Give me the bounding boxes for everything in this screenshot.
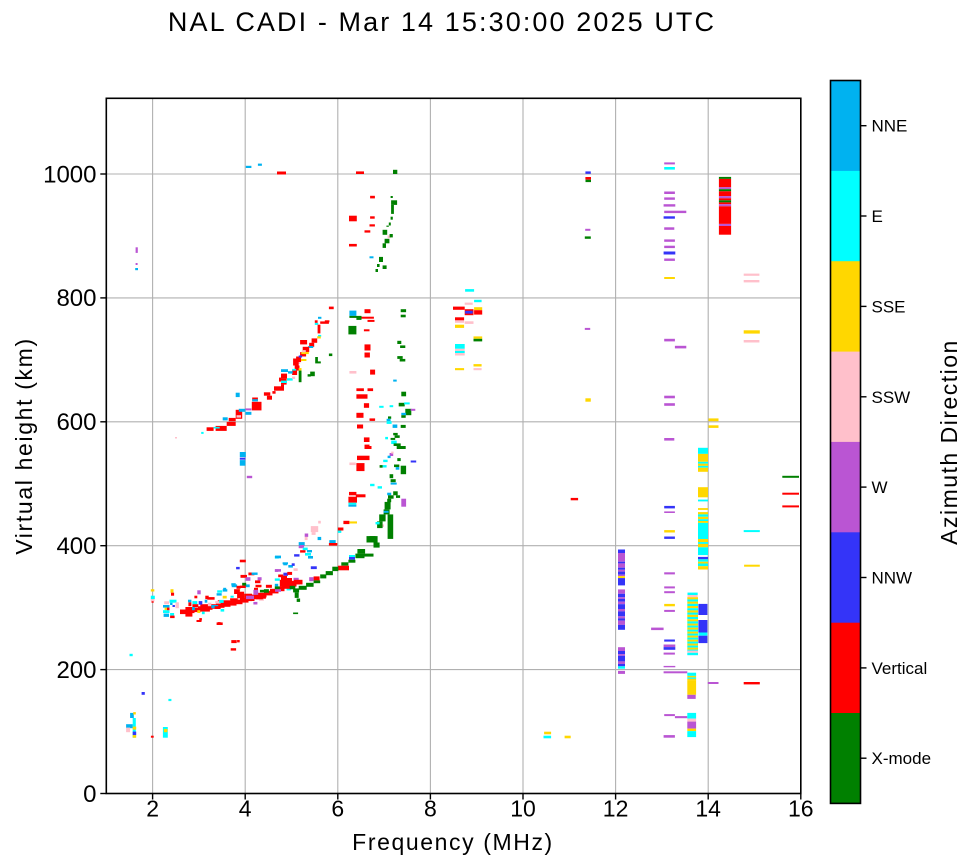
svg-text:14: 14 [695,796,721,822]
svg-text:6: 6 [331,796,344,822]
svg-text:SSW: SSW [872,388,911,407]
svg-text:NNE: NNE [872,117,908,136]
svg-text:X-mode: X-mode [872,749,932,768]
svg-text:1000: 1000 [43,161,96,188]
svg-text:12: 12 [603,796,629,822]
svg-text:SSE: SSE [872,297,906,316]
svg-text:Frequency (MHz): Frequency (MHz) [352,829,554,855]
svg-text:Vertical: Vertical [872,659,928,678]
svg-text:NNW: NNW [872,569,913,588]
svg-text:800: 800 [56,285,96,312]
svg-text:2: 2 [146,796,159,822]
svg-text:10: 10 [510,796,536,822]
svg-text:8: 8 [424,796,437,822]
svg-text:NAL CADI - Mar 14 15:30:00 202: NAL CADI - Mar 14 15:30:00 2025 UTC [168,7,716,37]
svg-text:400: 400 [56,533,96,560]
svg-text:Virtual height (km): Virtual height (km) [11,337,37,555]
svg-text:W: W [872,478,888,497]
svg-text:0: 0 [83,781,96,808]
svg-text:16: 16 [788,796,814,822]
svg-text:E: E [872,207,883,226]
svg-text:4: 4 [239,796,252,822]
svg-text:Azimuth Direction: Azimuth Direction [936,339,962,545]
svg-text:200: 200 [56,657,96,684]
svg-text:600: 600 [56,409,96,436]
